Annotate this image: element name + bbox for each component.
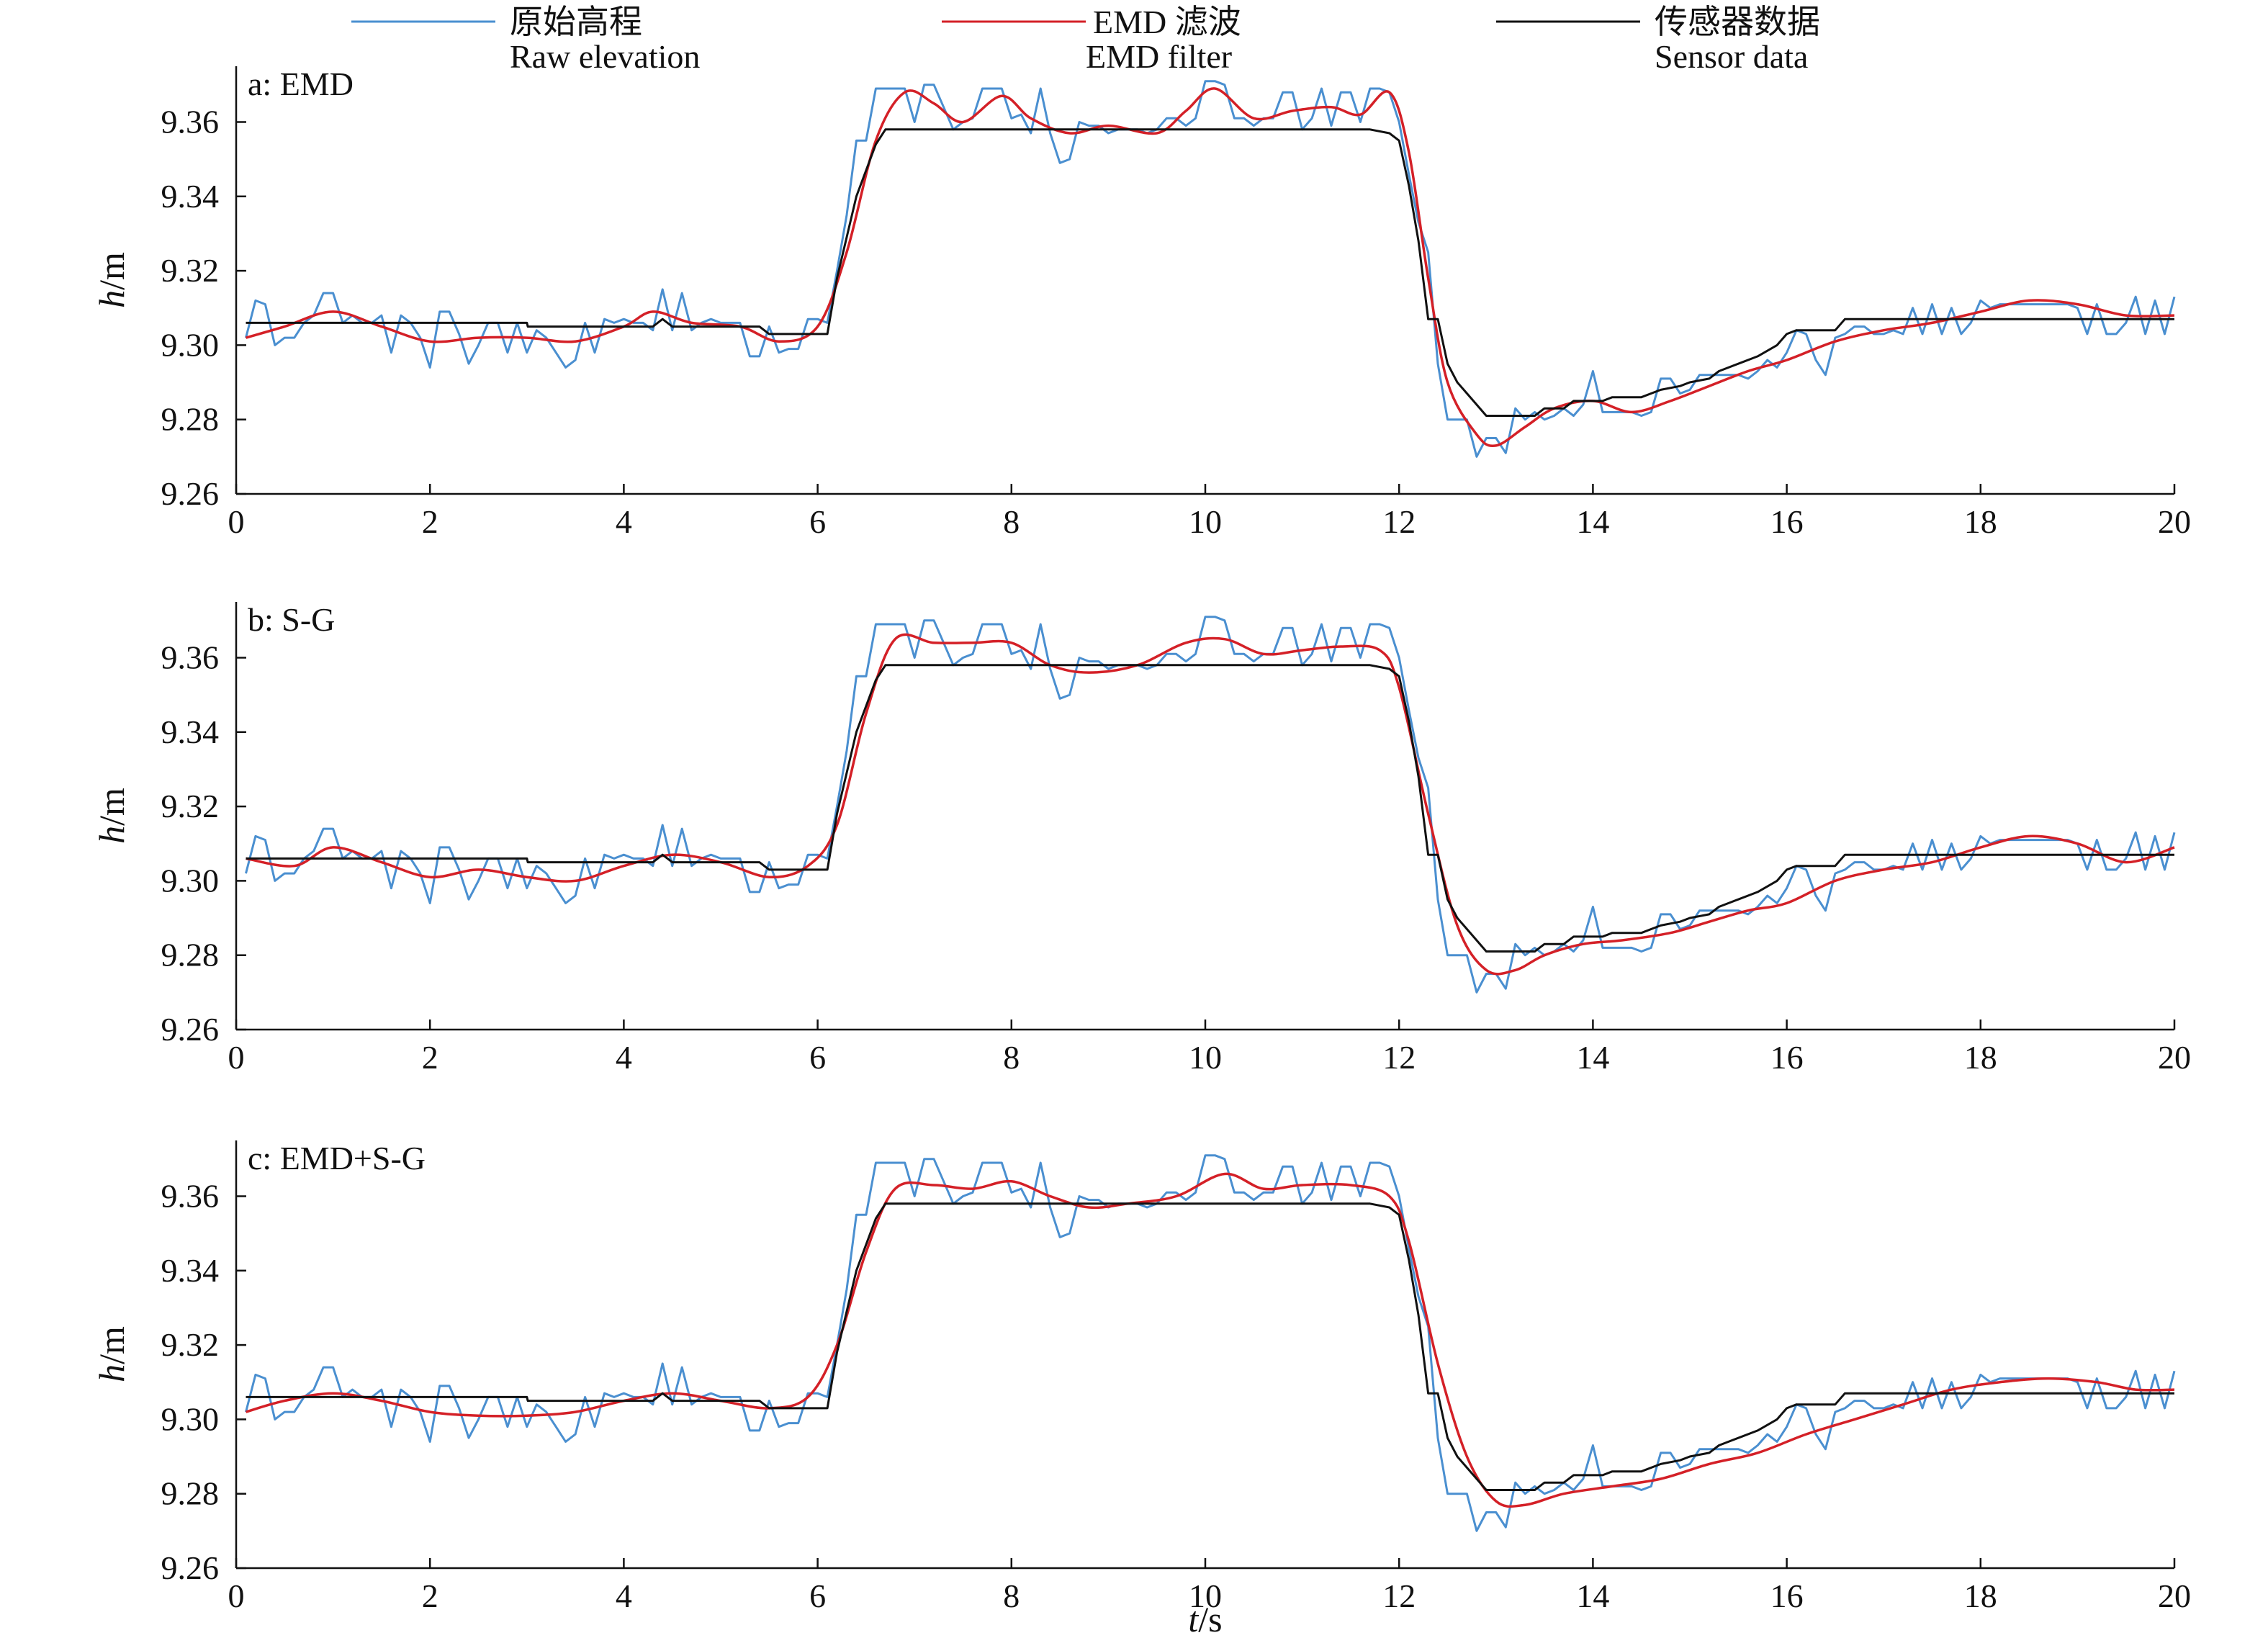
x-tick-label: 18 [1964, 1577, 1997, 1614]
y-tick-label: 9.30 [161, 862, 220, 899]
x-tick-label: 8 [1003, 503, 1020, 540]
x-tick-label: 10 [1189, 503, 1222, 540]
x-tick-label: 12 [1382, 1039, 1416, 1076]
y-tick-label: 9.36 [161, 1177, 220, 1214]
panel-label: c: EMD+S-G [248, 1140, 426, 1176]
x-axis-title-unit: /s [1198, 1599, 1222, 1639]
x-tick-label: 18 [1964, 1039, 1997, 1076]
x-tick-label: 20 [2158, 1039, 2191, 1076]
x-tick-label: 14 [1576, 1577, 1609, 1614]
x-tick-label: 16 [1770, 503, 1804, 540]
x-axis-title: t/s [1188, 1599, 1222, 1639]
x-axis-title-group: t/s [1188, 1599, 1222, 1639]
y-tick-label: 9.36 [161, 103, 220, 140]
y-tick-label: 9.32 [161, 788, 220, 824]
y-axis-title: h/m [91, 788, 132, 844]
series-sensor-data [246, 664, 2174, 953]
y-tick-label: 9.28 [161, 1475, 220, 1512]
y-tick-label: 9.28 [161, 401, 220, 438]
legend-label-en: Raw elevation [510, 38, 700, 75]
y-tick-label: 9.34 [161, 1252, 220, 1289]
legend-label-en: EMD filter [1086, 38, 1232, 75]
series-sensor-data [246, 1202, 2174, 1491]
y-tick-label: 9.32 [161, 252, 220, 289]
y-tick-label: 9.30 [161, 326, 220, 363]
x-tick-label: 16 [1770, 1039, 1804, 1076]
y-tick-label: 9.26 [161, 1011, 220, 1048]
legend-label-cn: 传感器数据 [1655, 4, 1820, 40]
panel-label: b: S-G [248, 601, 335, 638]
x-tick-label: 4 [616, 1039, 632, 1076]
x-tick-label: 14 [1576, 1039, 1609, 1076]
x-tick-label: 8 [1003, 1577, 1020, 1614]
x-axis-title-symbol: t [1188, 1599, 1199, 1639]
y-tick-label: 9.26 [161, 475, 220, 512]
x-tick-label: 0 [228, 1039, 245, 1076]
x-tick-label: 6 [809, 503, 826, 540]
y-axis-title-unit: /m [91, 1326, 132, 1364]
legend-label-cn: EMD 滤波 [1093, 4, 1241, 40]
x-tick-label: 6 [809, 1577, 826, 1614]
series-filtered [246, 1172, 2175, 1508]
y-axis-title: h/m [91, 1326, 132, 1382]
y-tick-label: 9.30 [161, 1400, 220, 1437]
x-tick-label: 12 [1382, 1577, 1416, 1614]
y-tick-label: 9.28 [161, 937, 220, 973]
x-tick-label: 8 [1003, 1039, 1020, 1076]
y-tick-label: 9.34 [161, 178, 220, 215]
x-tick-label: 2 [422, 1577, 438, 1614]
y-tick-label: 9.34 [161, 714, 220, 750]
x-tick-label: 4 [616, 1577, 632, 1614]
x-tick-label: 20 [2158, 1577, 2191, 1614]
y-axis-title-symbol: h [91, 826, 132, 844]
chart-panel: 9.26 9.28 9.30 9.32 9.34 9.36 0 2 4 6 8 10 12 14 16 18 2… [91, 66, 2191, 540]
series-sensor-data [246, 128, 2174, 417]
x-tick-label: 0 [228, 503, 245, 540]
x-tick-label: 10 [1189, 1039, 1222, 1076]
series-filtered [246, 633, 2175, 976]
x-tick-label: 0 [228, 1577, 245, 1614]
chart-panel: 9.26 9.28 9.30 9.32 9.34 9.36 0 2 4 6 8 10 12 14 16 18 2… [91, 1140, 2191, 1614]
x-tick-label: 20 [2158, 503, 2191, 540]
series-raw-elevation [245, 1154, 2176, 1532]
y-tick-label: 9.32 [161, 1326, 220, 1363]
series-raw-elevation [245, 80, 2176, 458]
y-tick-label: 9.26 [161, 1549, 220, 1586]
y-axis-title-unit: /m [91, 252, 132, 290]
x-tick-label: 4 [616, 503, 632, 540]
series-raw-elevation [245, 616, 2176, 994]
x-tick-label: 14 [1576, 503, 1609, 540]
legend-label-en: Sensor data [1655, 38, 1808, 75]
y-axis-title-symbol: h [91, 1364, 132, 1382]
legend-label-cn: 原始高程 [510, 4, 642, 40]
panel-label: a: EMD [248, 66, 354, 102]
panels: 9.26 9.28 9.30 9.32 9.34 9.36 0 2 4 6 8 10 12 14 16 18 2… [91, 66, 2191, 1614]
x-tick-label: 12 [1382, 503, 1416, 540]
x-tick-label: 6 [809, 1039, 826, 1076]
y-axis-title-unit: /m [91, 788, 132, 826]
x-tick-label: 2 [422, 1039, 438, 1076]
x-tick-label: 10 [1189, 1577, 1222, 1614]
y-axis-title-symbol: h [91, 290, 132, 308]
x-tick-label: 18 [1964, 503, 1997, 540]
x-tick-label: 16 [1770, 1577, 1804, 1614]
series-filtered [246, 87, 2175, 448]
y-tick-label: 9.36 [161, 639, 220, 675]
y-axis-title: h/m [91, 252, 132, 308]
x-tick-label: 2 [422, 503, 438, 540]
chart-panel: 9.26 9.28 9.30 9.32 9.34 9.36 0 2 4 6 8 10 12 14 16 18 2… [91, 601, 2191, 1076]
